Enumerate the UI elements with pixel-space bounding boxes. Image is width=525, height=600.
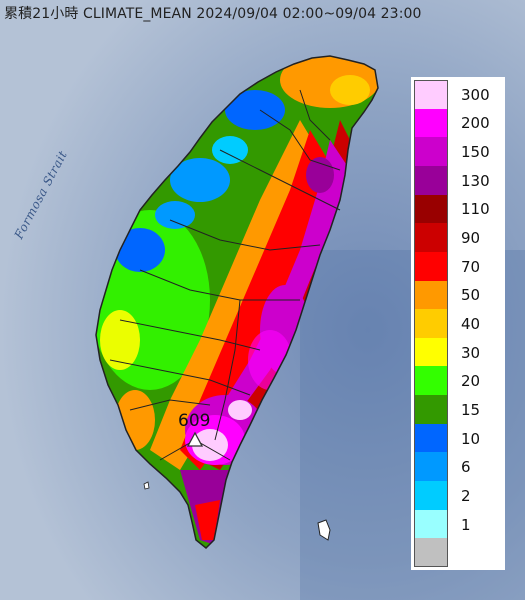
legend-swatch: [414, 165, 448, 195]
island-coastline: [95, 55, 379, 550]
legend-swatch: [414, 251, 448, 281]
legend-swatch: [414, 452, 448, 482]
legend-item: 10: [411, 423, 505, 453]
legend-item: 40: [411, 309, 505, 338]
legend-swatch: [414, 337, 448, 367]
legend-swatch: [414, 137, 448, 166]
legend-item: 50: [411, 280, 505, 310]
legend-item: 30: [411, 337, 505, 367]
legend-swatch: [414, 108, 448, 138]
legend-label: 1: [461, 515, 471, 534]
legend-label: 40: [461, 314, 481, 333]
legend-swatch: [414, 309, 448, 338]
legend-label: 300: [461, 85, 490, 104]
legend-swatch: [414, 481, 448, 510]
legend-label: 6: [461, 458, 471, 477]
legend-label: 70: [461, 257, 481, 276]
max-rainfall-value: 609: [178, 411, 211, 431]
legend-item: 1: [411, 509, 505, 539]
legend-label: 10: [461, 429, 481, 448]
legend-swatch: [414, 366, 448, 396]
legend-label: 130: [461, 171, 490, 190]
legend-item: 150: [411, 137, 505, 166]
legend-label: 90: [461, 229, 481, 248]
legend-item: 20: [411, 366, 505, 396]
map-title: 累積21小時 CLIMATE_MEAN 2024/09/04 02:00~09/…: [4, 6, 422, 22]
legend-item: [411, 538, 505, 567]
green-island: [317, 519, 331, 541]
small-islet: [143, 481, 150, 490]
legend-swatch: [414, 80, 448, 109]
legend-label: 110: [461, 200, 490, 219]
legend-label: 15: [461, 400, 481, 419]
legend-label: 2: [461, 486, 471, 505]
legend-swatch: [414, 395, 448, 424]
legend-swatch: [414, 423, 448, 453]
legend-item: 2: [411, 481, 505, 510]
legend-swatch: [414, 509, 448, 539]
legend-item: 130: [411, 165, 505, 195]
max-station-marker: [186, 431, 204, 447]
legend-item: 200: [411, 108, 505, 138]
color-legend: 300 200 150 130 110 90 70 50 40 30 20 15 10 6 2 1: [411, 77, 505, 570]
legend-item: 70: [411, 251, 505, 281]
legend-label: 30: [461, 343, 481, 362]
legend-swatch: [414, 538, 448, 567]
legend-label: 50: [461, 286, 481, 305]
county-boundaries: [109, 89, 341, 461]
legend-item: 6: [411, 452, 505, 482]
legend-swatch: [414, 280, 448, 310]
legend-label: 200: [461, 114, 490, 133]
legend-item: 90: [411, 223, 505, 252]
legend-label: 20: [461, 372, 481, 391]
legend-item: 110: [411, 194, 505, 224]
legend-item: 300: [411, 80, 505, 109]
legend-label: 150: [461, 143, 490, 162]
legend-item: 15: [411, 395, 505, 424]
legend-swatch: [414, 223, 448, 252]
legend-swatch: [414, 194, 448, 224]
